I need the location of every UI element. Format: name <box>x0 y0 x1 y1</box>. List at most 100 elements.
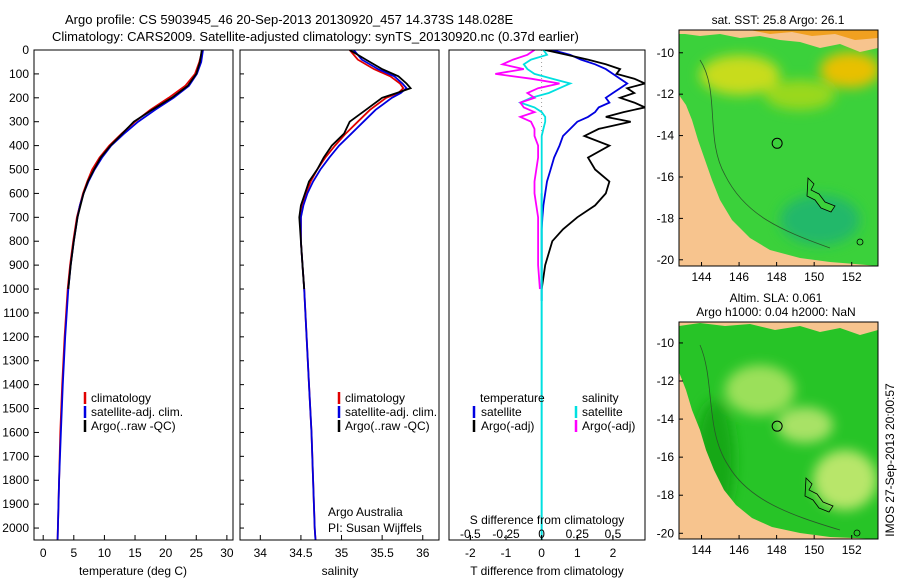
depth-tick-label: 2000 <box>2 521 29 535</box>
sst-land-north <box>679 30 878 52</box>
salinity-series <box>240 50 413 540</box>
m1-xticks-label: 152 <box>842 270 862 284</box>
m1-xticks-label: 146 <box>729 270 749 284</box>
m1-yticks-label: -14 <box>657 129 675 143</box>
sla-map-frame <box>678 321 879 540</box>
m1-xticks-label: 148 <box>767 270 787 284</box>
sst-map-title: sat. SST: 25.8 Argo: 26.1 <box>712 13 845 27</box>
temperature-series-0 <box>56 50 204 540</box>
depth-tick-label: 600 <box>9 186 29 200</box>
figure-title-line2: Climatology: CARS2009. Satellite-adjuste… <box>52 29 579 44</box>
salinity-series-2 <box>298 50 413 290</box>
m2-xticks-label: 152 <box>842 543 862 557</box>
sla-blobs <box>695 365 877 520</box>
depth-tick-label: 1600 <box>2 425 29 439</box>
depth-tick-label: 500 <box>9 163 29 177</box>
temperature-panel: 0 5 10 15 20 25 30 0 100 200 300 400 500 600 700 800 90… <box>2 43 234 578</box>
m1-xticks-label: 144 <box>692 270 712 284</box>
m1-yticks-label: -10 <box>657 46 675 60</box>
depth-tick-label: 0 <box>22 43 29 57</box>
p1-xticks-label: 20 <box>159 546 173 560</box>
sst-cool-blob <box>780 195 860 245</box>
sla-float-marker <box>771 420 783 432</box>
difference-salinity-ticks: -0.5 -0.25 0 0.25 0.5 <box>460 527 622 541</box>
temperature-x-label: temperature (deg C) <box>79 564 187 578</box>
p2-xticks-label: 35.5 <box>370 546 394 560</box>
temperature-legend: climatology satellite-adj. clim. Argo(..… <box>83 391 183 433</box>
temperature-legend-climatology: climatology <box>91 391 151 405</box>
p3-xticks-label: 1 <box>574 546 581 560</box>
salinity-panel: 34 34.5 35 35.5 36 salinity climatology sate… <box>239 49 440 578</box>
depth-tick-label: 1900 <box>2 497 29 511</box>
p3-topticks-label: -0.25 <box>492 527 520 541</box>
sst-land-north-highlands <box>679 30 878 40</box>
sla-map-image <box>679 322 878 539</box>
sst-map-x-ticks: 144 146 148 150 152 <box>692 262 862 284</box>
m2-yticks-label: -18 <box>657 488 675 502</box>
p1-xticks-label: 0 <box>40 546 47 560</box>
difference-series-1 <box>540 50 645 290</box>
p3-topticks-label: -0.5 <box>460 527 481 541</box>
legend-temperature-argo: Argo(-adj) <box>481 419 534 433</box>
salinity-axes-frame <box>239 49 440 541</box>
salinity-x-label: salinity <box>322 564 359 578</box>
m2-yticks-label: -10 <box>657 336 675 350</box>
salinity-series-1 <box>300 50 408 540</box>
sst-reef <box>806 177 836 213</box>
salinity-legend-climatology: climatology <box>345 391 405 405</box>
m1-yticks-label: -20 <box>657 253 675 267</box>
salinity-annotation-line2: PI: Susan Wijffels <box>328 521 422 535</box>
m1-xticks-label: 150 <box>804 270 824 284</box>
sla-map-y-ticks: -10 -12 -14 -16 -18 -20 <box>657 336 683 540</box>
salinity-annotation-line1: Argo Australia <box>328 505 403 519</box>
depth-tick-label: 700 <box>9 210 29 224</box>
legend-salinity-satellite: satellite <box>582 405 623 419</box>
sst-blobs <box>700 52 878 245</box>
m2-yticks-label: -16 <box>657 450 675 464</box>
depth-tick-label: 1200 <box>2 330 29 344</box>
depth-tick-label: 100 <box>9 67 29 81</box>
difference-series-3 <box>495 50 560 290</box>
depth-tick-label: 800 <box>9 234 29 248</box>
depth-tick-label: 1000 <box>2 282 29 296</box>
difference-axes-frame <box>448 49 646 541</box>
depth-tick-label: 1800 <box>2 473 29 487</box>
depth-tick-label: 1400 <box>2 378 29 392</box>
legend-temperature-title: temperature <box>480 391 545 405</box>
m2-yticks-label: -14 <box>657 412 675 426</box>
m2-xticks-label: 144 <box>692 543 712 557</box>
p1-xticks-label: 15 <box>128 546 142 560</box>
depth-tick-label: 400 <box>9 139 29 153</box>
m1-yticks-label: -12 <box>657 87 675 101</box>
p3-topticks-label: 0.5 <box>605 527 622 541</box>
m1-yticks-label: -16 <box>657 170 675 184</box>
imos-timestamp: IMOS 27-Sep-2013 20:00:57 <box>883 383 897 537</box>
difference-legend: temperature satellite Argo(-adj) salinit… <box>472 391 635 433</box>
sla-high-blob <box>725 365 795 415</box>
legend-temperature-satellite: satellite <box>481 405 522 419</box>
depth-y-ticks: 0 100 200 300 400 500 600 700 800 900 1000 1100 1200… <box>2 43 39 535</box>
m1-yticks-label: -18 <box>657 211 675 225</box>
temperature-series-1 <box>56 50 204 540</box>
sla-contour <box>699 344 841 531</box>
p3-xticks-label: 2 <box>610 546 617 560</box>
salinity-series-0 <box>300 50 405 540</box>
salinity-legend-argo: Argo(..raw -QC) <box>345 419 430 433</box>
p3-xticks-label: -1 <box>501 546 512 560</box>
sla-land-north <box>679 322 878 335</box>
depth-tick-label: 1500 <box>2 402 29 416</box>
sst-map-frame <box>678 29 879 267</box>
figure-title-line1: Argo profile: CS 5903945_46 20-Sep-2013 … <box>65 12 513 27</box>
difference-series-0 <box>540 50 629 301</box>
p1-xticks-label: 30 <box>220 546 234 560</box>
m2-xticks-label: 148 <box>767 543 787 557</box>
sla-map-x-ticks: 144 146 148 150 152 <box>692 535 862 557</box>
m2-yticks-label: -20 <box>657 526 675 540</box>
sst-islet <box>856 238 864 246</box>
sst-float-marker <box>771 137 783 149</box>
sst-warm-blob2 <box>765 80 835 110</box>
sst-warm-blob <box>700 55 780 95</box>
depth-tick-label: 300 <box>9 115 29 129</box>
sla-islet <box>853 529 861 537</box>
